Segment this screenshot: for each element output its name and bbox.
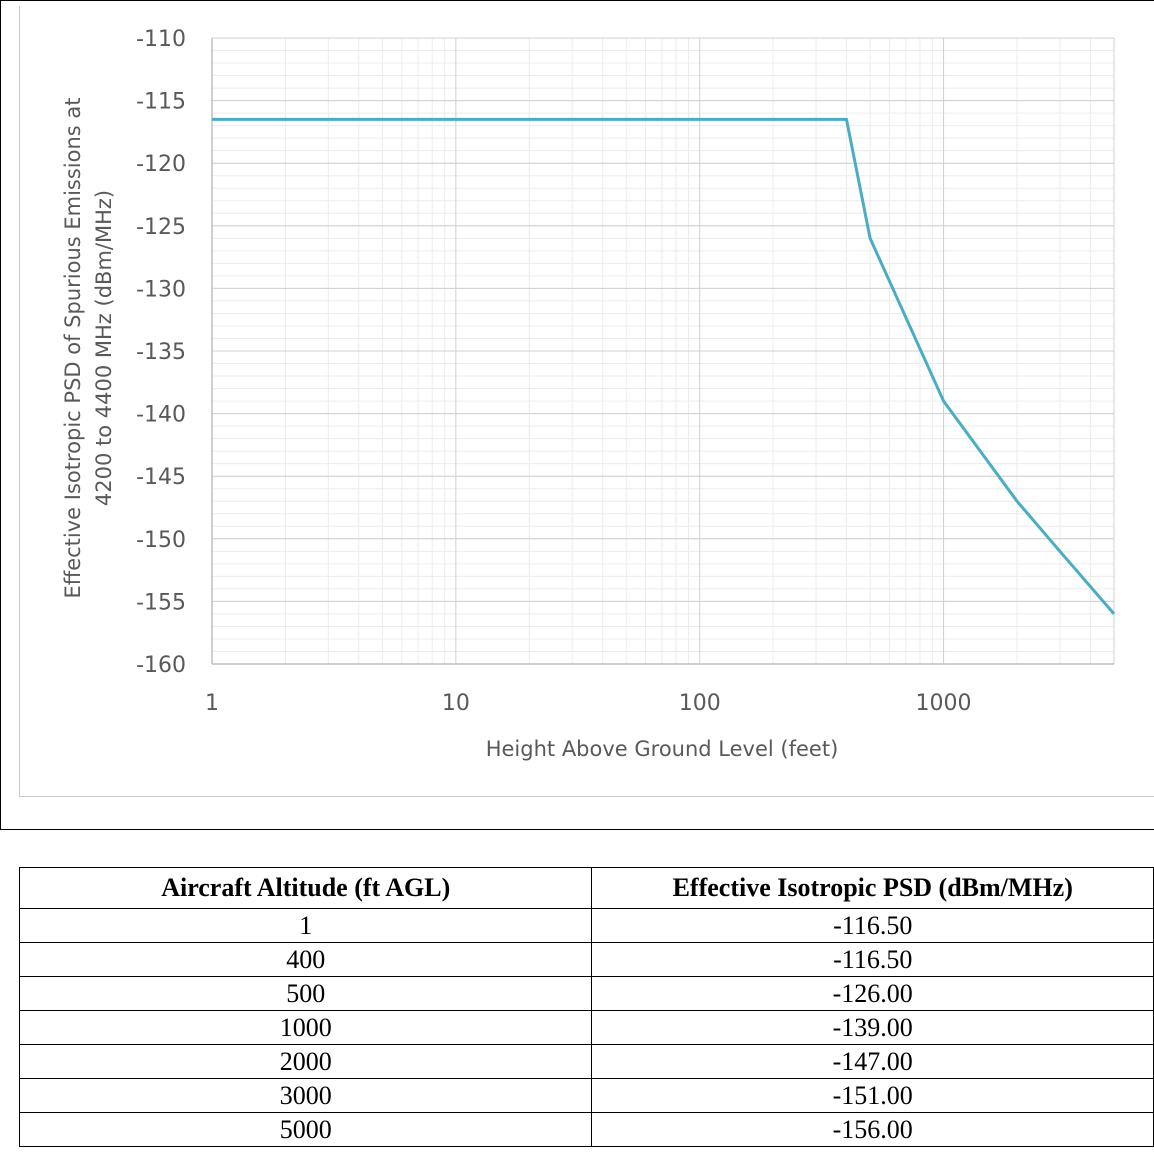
y-tick-label: -135 xyxy=(136,340,186,365)
table-row: 400 -116.50 xyxy=(18,942,1154,977)
x-tick-label: 100 xyxy=(679,691,721,716)
cell-psd: -116.50 xyxy=(591,942,1154,977)
cell-altitude: 3000 xyxy=(18,1078,593,1113)
cell-psd: -116.50 xyxy=(591,908,1154,943)
x-tick-labels: 1 10 100 1000 xyxy=(205,691,972,716)
y-axis-label-line2: 4200 to 4400 MHz (dBm/MHz) xyxy=(92,190,116,506)
y-axis-label-line1: Effective Isotropic PSD of Spurious Emis… xyxy=(61,97,85,598)
y-tick-label: -110 xyxy=(136,27,186,52)
table-row: 2000 -147.00 xyxy=(18,1044,1154,1079)
cell-psd: -139.00 xyxy=(591,1010,1154,1045)
y-tick-label: -160 xyxy=(136,653,186,678)
table-header-row: Aircraft Altitude (ft AGL) Effective Iso… xyxy=(18,867,1154,909)
y-tick-label: -145 xyxy=(136,465,186,490)
y-tick-label: -150 xyxy=(136,528,186,553)
y-tick-label: -130 xyxy=(136,277,186,302)
x-tick-label: 1 xyxy=(205,691,219,716)
table-row: 500 -126.00 xyxy=(18,976,1154,1011)
figure-frame xyxy=(0,0,1154,830)
x-tick-label: 1000 xyxy=(916,691,972,716)
grid-lines xyxy=(211,37,1115,665)
cell-psd: -147.00 xyxy=(591,1044,1154,1079)
series-line xyxy=(212,117,1116,615)
header-altitude: Aircraft Altitude (ft AGL) xyxy=(18,867,593,909)
x-tick-label: 10 xyxy=(442,691,470,716)
cell-altitude: 1000 xyxy=(18,1010,593,1045)
psd-line-chart: -110 -115 -120 -125 -130 -135 -140 -145 -150 -155… xyxy=(61,27,1116,761)
y-tick-label: -125 xyxy=(136,215,186,240)
cell-altitude: 1 xyxy=(18,908,593,943)
y-tick-label: -155 xyxy=(136,590,186,615)
y-tick-labels: -110 -115 -120 -125 -130 -135 -140 -145 -150 -155… xyxy=(136,27,186,678)
cell-altitude: 2000 xyxy=(18,1044,593,1079)
table-row: 5000 -156.00 xyxy=(18,1112,1154,1147)
header-psd: Effective Isotropic PSD (dBm/MHz) xyxy=(591,867,1154,909)
cell-altitude: 5000 xyxy=(18,1112,593,1147)
y-tick-label: -115 xyxy=(136,90,186,115)
table-row: 1000 -139.00 xyxy=(18,1010,1154,1045)
y-tick-label: -120 xyxy=(136,152,186,177)
series-lines xyxy=(212,117,1116,615)
table-row: 3000 -151.00 xyxy=(18,1078,1154,1113)
y-tick-label: -140 xyxy=(136,403,186,428)
cell-psd: -151.00 xyxy=(591,1078,1154,1113)
cell-altitude: 400 xyxy=(18,942,593,977)
cell-psd: -126.00 xyxy=(591,976,1154,1011)
psd-data-table: Aircraft Altitude (ft AGL) Effective Iso… xyxy=(18,867,1154,1147)
table-row: 1 -116.50 xyxy=(18,908,1154,943)
x-axis-label: Height Above Ground Level (feet) xyxy=(486,737,839,761)
cell-altitude: 500 xyxy=(18,976,593,1011)
cell-psd: -156.00 xyxy=(591,1112,1154,1147)
